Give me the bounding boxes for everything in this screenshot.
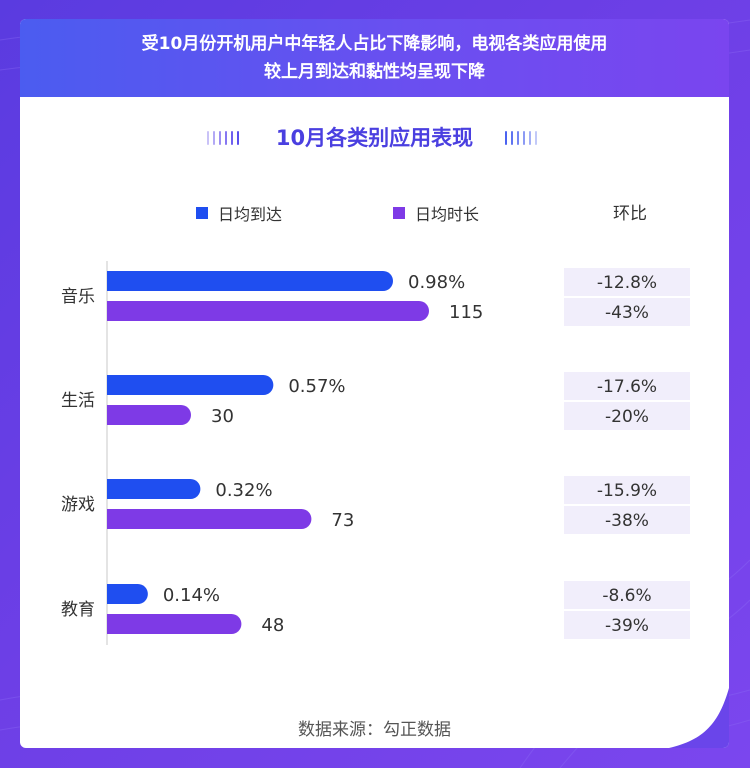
corner-swoosh — [669, 688, 729, 748]
data-label-reach: 0.14% — [163, 585, 220, 606]
change-value-reach: -17.6% — [597, 377, 657, 397]
title-decoration-left — [207, 131, 239, 145]
bar-duration — [107, 301, 429, 321]
header-banner: 受10月份开机用户中年轻人占比下降影响，电视各类应用使用 较上月到达和黏性均呈现… — [20, 19, 729, 97]
change-box-duration — [564, 611, 690, 639]
data-label-reach: 0.98% — [408, 272, 465, 293]
change-box-reach — [564, 372, 690, 400]
change-box-reach — [564, 268, 690, 296]
category-label: 教育 — [61, 600, 95, 620]
legend-swatch-duration — [393, 207, 405, 219]
bar-duration — [107, 509, 312, 529]
headline-line-1: 受10月份开机用户中年轻人占比下降影响，电视各类应用使用 — [141, 34, 608, 54]
change-value-reach: -8.6% — [602, 586, 651, 606]
change-box-duration — [564, 402, 690, 430]
change-box-duration — [564, 298, 690, 326]
bar-reach — [107, 375, 274, 395]
data-label-reach: 0.57% — [288, 376, 345, 397]
change-value-reach: -12.8% — [597, 273, 657, 293]
category-label: 音乐 — [61, 287, 95, 307]
content-card: 受10月份开机用户中年轻人占比下降影响，电视各类应用使用 较上月到达和黏性均呈现… — [20, 19, 729, 748]
change-box-reach — [564, 476, 690, 504]
data-label-duration: 48 — [261, 615, 284, 636]
bar-reach — [107, 271, 393, 291]
change-value-reach: -15.9% — [597, 481, 657, 501]
chart-title: 10月各类别应用表现 — [275, 126, 474, 150]
data-label-reach: 0.32% — [215, 480, 272, 501]
bar-reach — [107, 584, 148, 604]
bar-reach — [107, 479, 201, 499]
legend-reach: 日均到达 — [196, 201, 282, 225]
data-label-duration: 30 — [211, 406, 234, 427]
change-box-reach — [564, 581, 690, 609]
change-value-duration: -38% — [605, 511, 649, 531]
data-label-duration: 115 — [449, 302, 483, 323]
bar-chart: 音乐 0.98% 115 -12.8% -43% 生活 0.57% 30 -17.6% -20% 游… — [61, 261, 690, 645]
change-value-duration: -39% — [605, 616, 649, 636]
bar-duration — [107, 405, 191, 425]
headline-line-2: 较上月到达和黏性均呈现下降 — [264, 62, 485, 82]
legend-label-reach: 日均到达 — [218, 205, 283, 224]
bar-duration — [107, 614, 242, 634]
legend-swatch-reach — [196, 207, 208, 219]
category-label: 生活 — [61, 391, 95, 411]
category-label: 游戏 — [61, 495, 95, 515]
change-value-duration: -20% — [605, 407, 649, 427]
data-source: 数据来源：勾正数据 — [298, 720, 451, 740]
legend-label-duration: 日均时长 — [415, 205, 480, 224]
change-column-header: 环比 — [613, 204, 647, 224]
change-box-duration — [564, 506, 690, 534]
change-value-duration: -43% — [605, 303, 649, 323]
legend-duration: 日均时长 — [393, 201, 479, 225]
title-decoration-right — [505, 131, 537, 145]
data-label-duration: 73 — [331, 510, 354, 531]
